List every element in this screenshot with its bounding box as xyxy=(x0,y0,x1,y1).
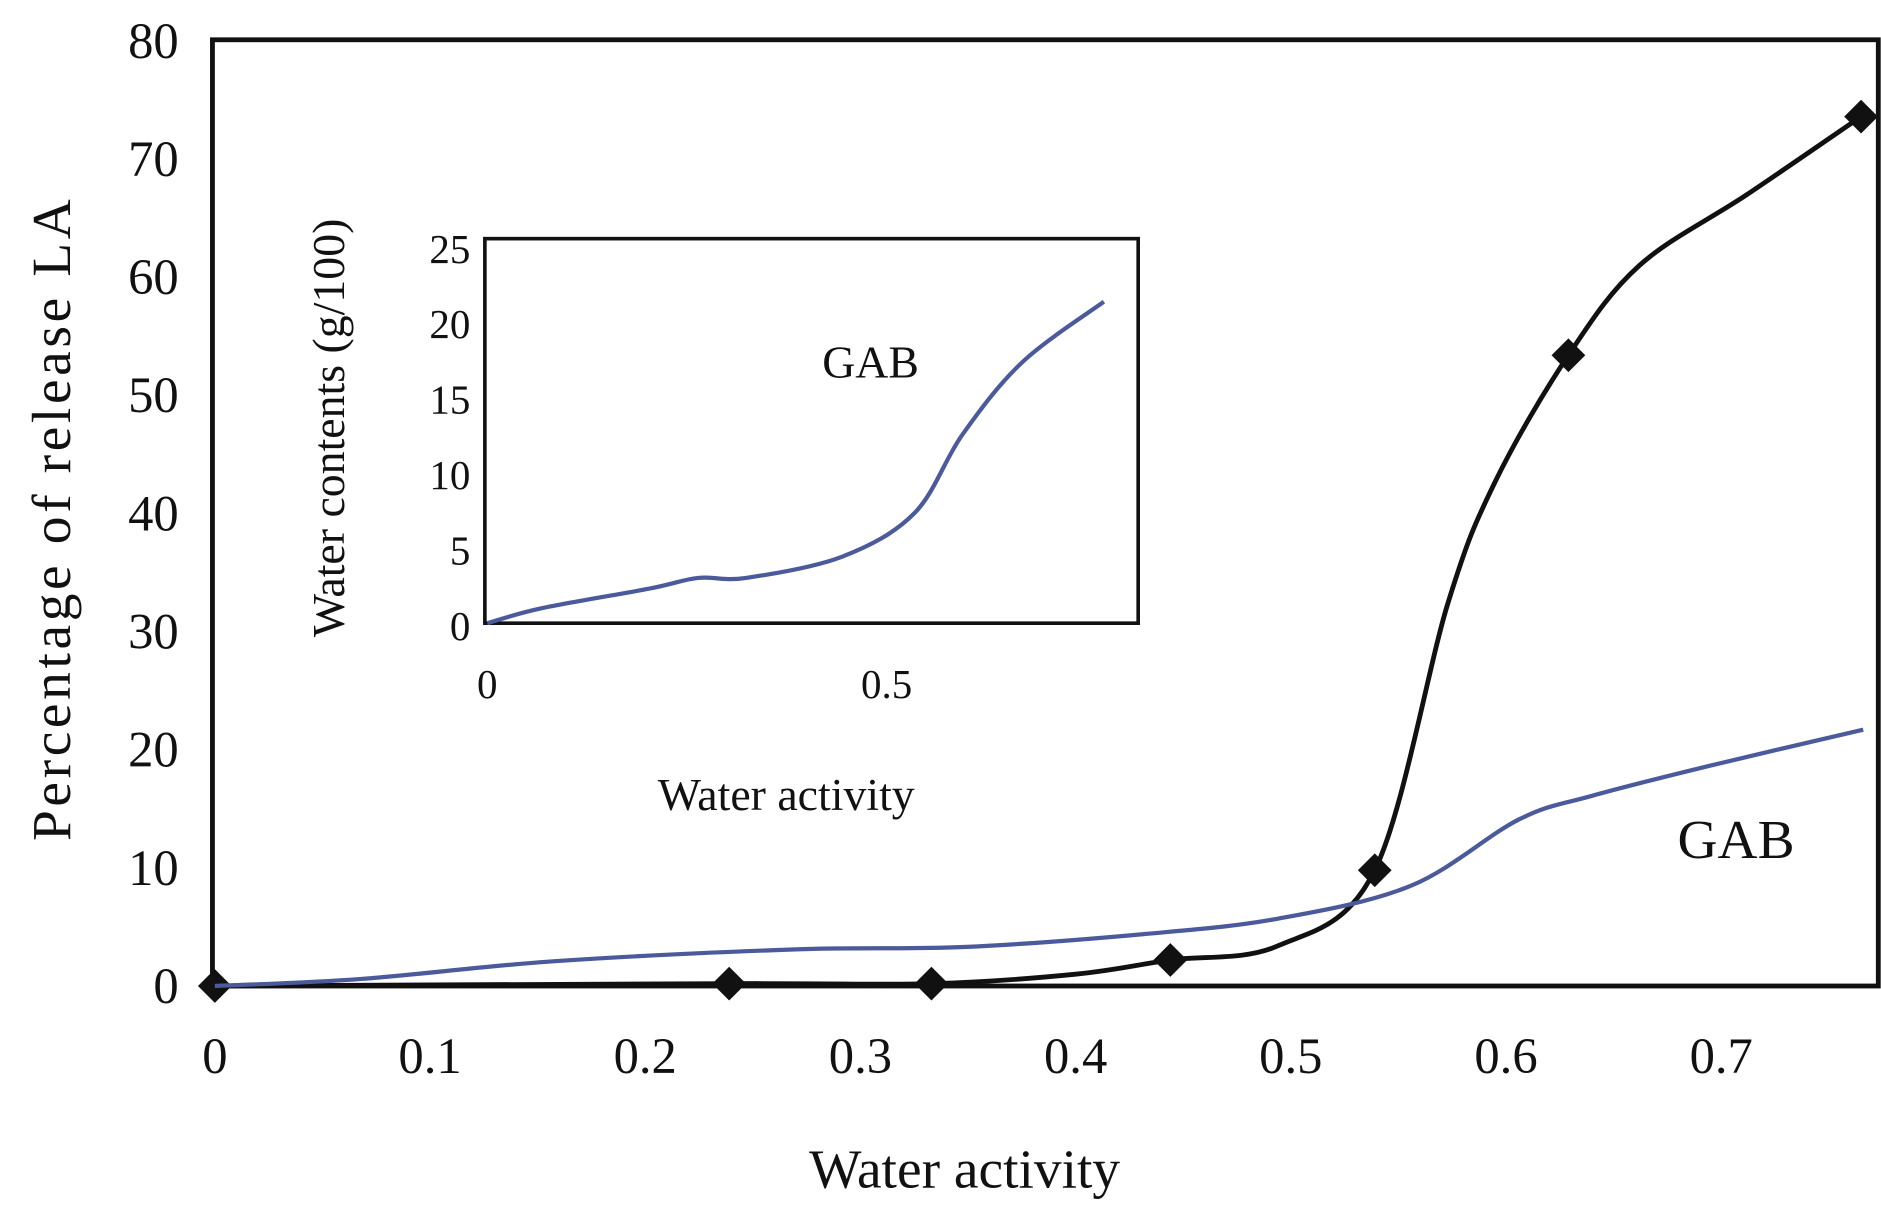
main-y-axis-label: Percentage of release LA xyxy=(21,196,82,841)
main-series-line-gab xyxy=(214,727,1864,989)
main-data-point-marker xyxy=(914,966,949,1001)
inset-y-tick-label: 10 xyxy=(429,452,470,498)
main-chart: 0 0.1 0.2 0.3 0.4 0.5 0.6 0.7 01020304050607080… xyxy=(21,13,1881,1199)
main-y-tick-label: 20 xyxy=(128,722,179,778)
main-y-tick-label: 10 xyxy=(128,840,179,896)
inset-x-tick-label: 0 xyxy=(477,661,497,707)
inset-x-tick-label: 0.5 xyxy=(861,661,912,707)
inset-y-tick-label: 5 xyxy=(450,528,470,574)
main-data-point-marker xyxy=(1551,338,1586,373)
main-x-tick-label: 0.1 xyxy=(398,1028,461,1084)
main-x-tick-label: 0.2 xyxy=(614,1028,677,1084)
main-y-tick-label: 50 xyxy=(128,367,179,423)
inset-y-tick-label: 20 xyxy=(429,301,470,347)
main-y-tick-label: 0 xyxy=(153,958,178,1014)
main-data-point-marker xyxy=(712,966,747,1001)
main-x-tick-label: 0.7 xyxy=(1690,1028,1753,1084)
main-x-axis-label: Water activity xyxy=(809,1138,1120,1199)
main-data-point-marker xyxy=(1844,99,1878,134)
main-data-point-marker xyxy=(1357,853,1392,888)
inset-chart: 0 0.5 0 5 10 15 20 25 Water activity Water con… xyxy=(303,219,1140,820)
inset-x-axis-label: Water activity xyxy=(658,769,915,820)
inset-series-line-gab xyxy=(486,300,1106,626)
main-data-point-marker xyxy=(1153,943,1188,977)
main-x-tick-label: 0.3 xyxy=(829,1028,892,1084)
main-series-line-release-la xyxy=(214,114,1863,989)
main-y-tick-label: 30 xyxy=(128,603,179,659)
main-x-tick-label: 0 xyxy=(202,1028,227,1084)
inset-gab-annotation: GAB xyxy=(822,336,919,387)
inset-y-tick-label: 25 xyxy=(429,226,470,272)
inset-y-tick-label: 0 xyxy=(450,603,470,649)
inset-y-tick-label: 15 xyxy=(429,377,470,423)
inset-plot-frame xyxy=(483,236,1140,625)
main-y-tick-label: 80 xyxy=(128,13,179,69)
main-x-tick-label: 0.6 xyxy=(1474,1028,1537,1084)
main-gab-annotation: GAB xyxy=(1678,809,1795,870)
main-plot-frame xyxy=(210,37,1881,989)
main-y-tick-label: 60 xyxy=(128,249,179,305)
main-y-tick-label: 70 xyxy=(128,131,179,187)
main-x-tick-label: 0.5 xyxy=(1259,1028,1322,1084)
inset-y-axis-label: Water contents (g/100) xyxy=(303,219,354,638)
main-x-tick-label: 0.4 xyxy=(1044,1028,1107,1084)
main-y-tick-label: 40 xyxy=(128,485,179,541)
